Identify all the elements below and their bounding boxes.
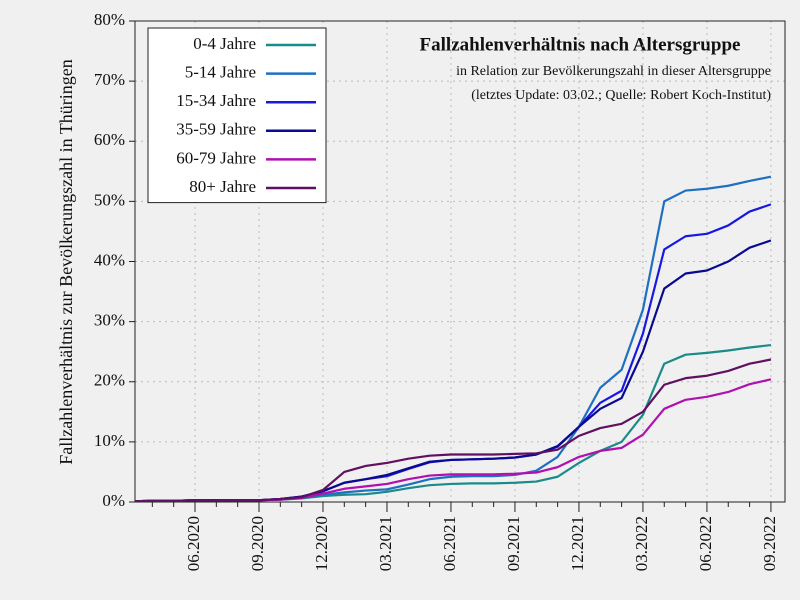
y-axis-label: Fallzahlenverhältnis zur Bevölkerungszah…	[56, 59, 76, 465]
y-tick-label: 60%	[94, 130, 125, 149]
y-tick-label: 50%	[94, 190, 125, 209]
x-tick-label: 12.2020	[312, 516, 331, 571]
x-tick-label: 03.2021	[376, 516, 395, 571]
x-tick-label: 06.2022	[696, 516, 715, 571]
legend-label: 15-34 Jahre	[176, 91, 256, 110]
legend-label: 5-14 Jahre	[185, 63, 256, 82]
legend-label: 0-4 Jahre	[193, 34, 256, 53]
chart-subtitle: in Relation zur Bevölkerungszahl in dies…	[456, 64, 771, 79]
legend-box	[147, 27, 327, 204]
plot-frame	[134, 20, 786, 503]
y-tick-label: 30%	[94, 311, 125, 330]
y-tick-label: 80%	[94, 10, 125, 29]
x-tick-label: 06.2021	[440, 516, 459, 571]
x-tick-label: 09.2022	[760, 516, 779, 571]
y-tick-label: 10%	[94, 431, 125, 450]
legend-label: 80+ Jahre	[189, 177, 256, 196]
y-tick-label: 40%	[94, 250, 125, 269]
y-tick-label: 0%	[102, 491, 125, 510]
y-tick-label: 70%	[94, 70, 125, 89]
line	[135, 358, 772, 502]
x-tick-label: 09.2020	[248, 516, 267, 571]
x-tick-label: 06.2020	[184, 516, 203, 571]
y-tick-label: 20%	[94, 371, 125, 390]
chart-note: (letztes Update: 03.02.; Quelle: Robert …	[471, 88, 771, 103]
x-tick-label: 09.2021	[504, 516, 523, 571]
x-tick-label: 03.2022	[632, 516, 651, 571]
legend-label: 35-59 Jahre	[176, 120, 256, 139]
legend-label: 60-79 Jahre	[176, 148, 256, 167]
chart-title: Fallzahlenverhältnis nach Altersgruppe	[420, 34, 741, 55]
x-tick-label: 12.2021	[568, 516, 587, 571]
